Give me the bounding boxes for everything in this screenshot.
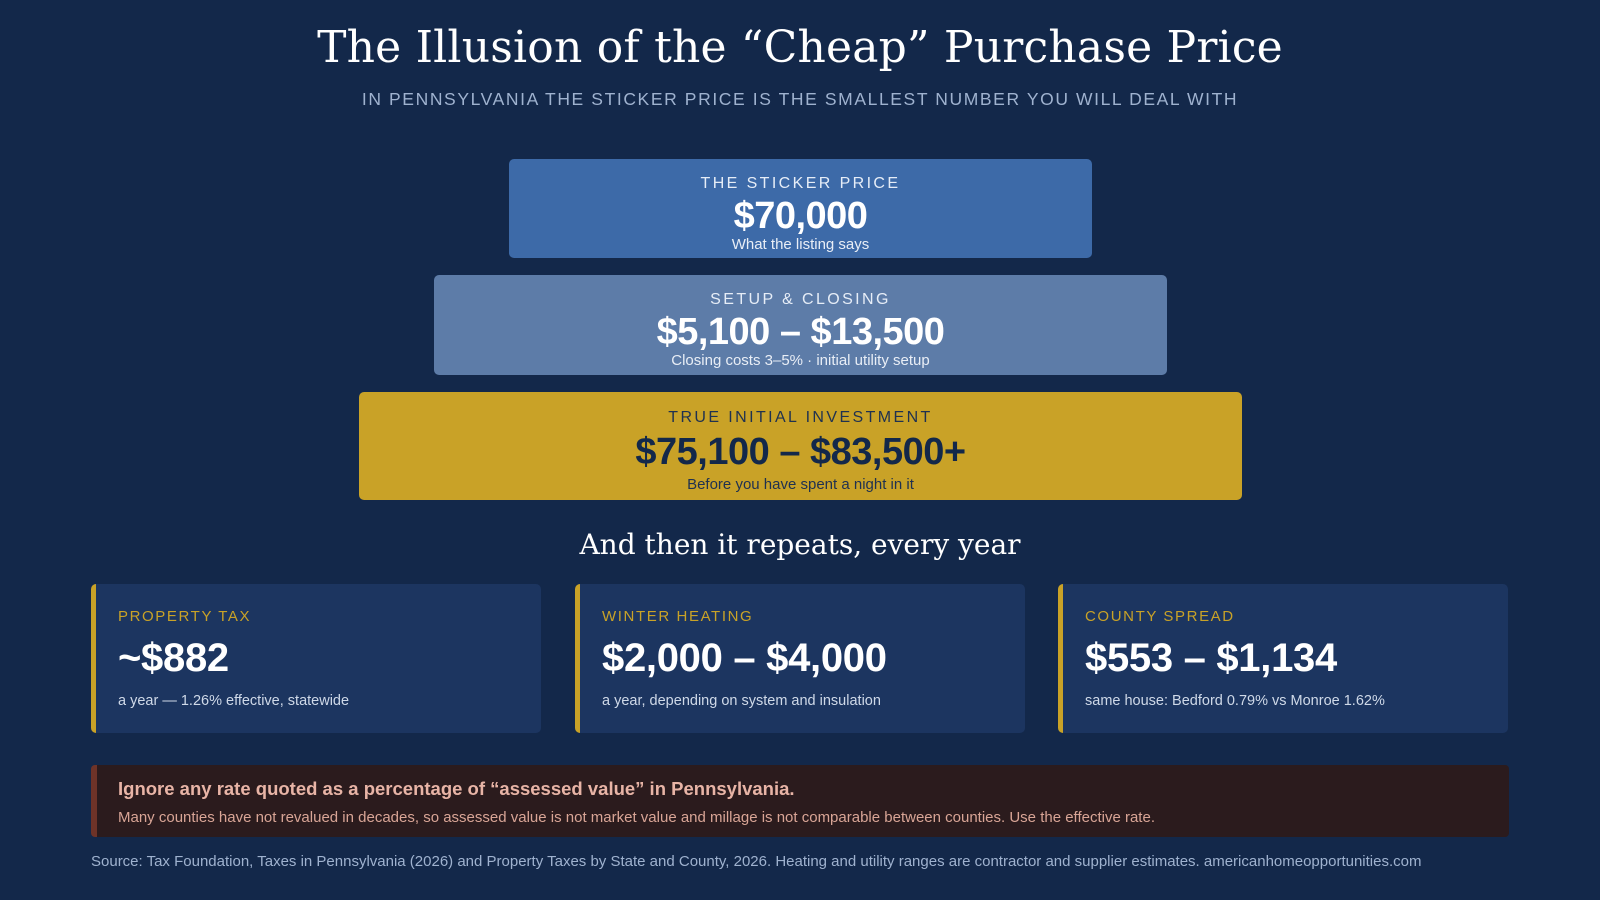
tier-label: THE STICKER PRICE — [700, 175, 901, 192]
source-footnote: Source: Tax Foundation, Taxes in Pennsyl… — [91, 853, 1422, 870]
card-label: PROPERTY TAX — [118, 608, 252, 625]
tier-note: Closing costs 3–5% · initial utility set… — [671, 352, 930, 369]
card-winter-heating: WINTER HEATING $2,000 – $4,000 a year, d… — [575, 584, 1025, 733]
tier-label: SETUP & CLOSING — [710, 291, 891, 308]
warning-callout: Ignore any rate quoted as a percentage o… — [91, 765, 1509, 837]
card-note: same house: Bedford 0.79% vs Monroe 1.62… — [1085, 693, 1385, 709]
tier-note: Before you have spent a night in it — [687, 476, 914, 493]
tier-value: $75,100 – $83,500+ — [635, 431, 966, 473]
tier-value: $5,100 – $13,500 — [656, 311, 945, 353]
card-value: $2,000 – $4,000 — [602, 636, 887, 680]
card-label: WINTER HEATING — [602, 608, 754, 625]
tier-true-initial-investment: TRUE INITIAL INVESTMENT $75,100 – $83,50… — [359, 392, 1242, 500]
card-property-tax: PROPERTY TAX ~$882 a year — 1.26% effect… — [91, 584, 541, 733]
tier-value: $70,000 — [733, 195, 868, 237]
tier-note: What the listing says — [731, 236, 870, 253]
tier-sticker-price: THE STICKER PRICE $70,000 What the listi… — [509, 159, 1092, 258]
card-value: $553 – $1,134 — [1085, 636, 1337, 680]
warning-body: Many counties have not revalued in decad… — [118, 809, 1155, 826]
warning-title: Ignore any rate quoted as a percentage o… — [118, 778, 795, 799]
card-note: a year — 1.26% effective, statewide — [118, 693, 350, 709]
card-county-spread: COUNTY SPREAD $553 – $1,134 same house: … — [1058, 584, 1508, 733]
page-title: The Illusion of the “Cheap” Purchase Pri… — [317, 22, 1283, 73]
section-title: And then it repeats, every year — [579, 528, 1021, 561]
card-value: ~$882 — [118, 636, 229, 680]
tier-setup-closing: SETUP & CLOSING $5,100 – $13,500 Closing… — [434, 275, 1167, 375]
card-note: a year, depending on system and insulati… — [602, 693, 881, 709]
card-label: COUNTY SPREAD — [1085, 608, 1235, 625]
tier-label: TRUE INITIAL INVESTMENT — [668, 409, 933, 426]
page-subtitle: IN PENNSYLVANIA THE STICKER PRICE IS THE… — [361, 89, 1239, 109]
